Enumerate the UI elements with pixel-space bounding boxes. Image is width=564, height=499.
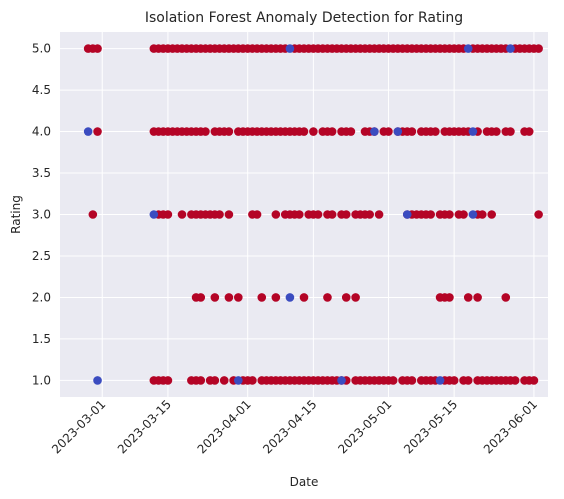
anomaly-point: [285, 44, 295, 53]
normal-point: [463, 293, 473, 302]
normal-point: [93, 127, 102, 136]
normal-point: [295, 210, 304, 219]
normal-point: [248, 376, 257, 385]
normal-point: [374, 210, 384, 219]
y-tick-label: 4.5: [32, 83, 51, 97]
x-tick-label: 2023-03-15: [115, 397, 174, 456]
normal-point: [506, 127, 515, 136]
normal-point: [215, 210, 224, 219]
x-tick-label: 2023-05-01: [335, 397, 394, 456]
normal-point: [313, 210, 323, 219]
normal-point: [219, 376, 229, 385]
anomaly-point: [393, 127, 403, 136]
y-axis-label: Rating: [9, 195, 23, 234]
normal-point: [529, 376, 539, 385]
y-tick-label: 1.0: [32, 373, 51, 387]
y-tick-label: 2.5: [32, 249, 51, 263]
normal-point: [252, 210, 262, 219]
normal-point: [524, 127, 534, 136]
normal-point: [257, 293, 267, 302]
normal-point: [224, 127, 234, 136]
y-tick-label: 5.0: [32, 42, 51, 56]
anomaly-point: [468, 127, 478, 136]
normal-point: [449, 376, 459, 385]
normal-point: [201, 127, 210, 136]
normal-point: [445, 293, 454, 302]
normal-point: [487, 210, 496, 219]
anomaly-point: [285, 293, 295, 302]
chart-title: Isolation Forest Anomaly Detection for R…: [145, 10, 463, 26]
y-tick-label: 4.0: [32, 125, 51, 139]
anomaly-point: [149, 210, 159, 219]
x-axis-label: Date: [290, 475, 319, 489]
normal-point: [163, 210, 173, 219]
normal-point: [459, 210, 468, 219]
anomaly-point: [506, 44, 515, 53]
normal-point: [407, 127, 417, 136]
normal-point: [163, 376, 173, 385]
anomaly-point: [337, 376, 346, 385]
anomaly-point: [468, 210, 478, 219]
normal-point: [327, 127, 337, 136]
data-points: [83, 44, 543, 385]
normal-point: [534, 44, 543, 53]
normal-point: [88, 210, 98, 219]
normal-point: [196, 376, 206, 385]
normal-point: [501, 293, 511, 302]
normal-point: [323, 293, 332, 302]
normal-point: [407, 376, 417, 385]
x-tick-label: 2023-06-01: [481, 397, 540, 456]
anomaly-point: [402, 210, 412, 219]
normal-point: [341, 293, 351, 302]
anomaly-point: [435, 376, 445, 385]
anomaly-point: [370, 127, 379, 136]
normal-point: [426, 210, 435, 219]
normal-point: [299, 127, 309, 136]
x-tick-label: 2023-03-01: [49, 397, 108, 456]
y-tick-label: 3.5: [32, 166, 51, 180]
anomaly-point: [234, 376, 243, 385]
normal-point: [196, 293, 206, 302]
normal-point: [365, 210, 374, 219]
anomaly-point: [93, 376, 102, 385]
y-tick-label: 1.5: [32, 332, 51, 346]
x-tick-label: 2023-05-15: [401, 397, 460, 456]
normal-point: [327, 210, 337, 219]
normal-point: [510, 376, 520, 385]
normal-point: [534, 210, 543, 219]
x-tick-label: 2023-04-01: [195, 397, 254, 456]
normal-point: [351, 293, 360, 302]
y-tick-label: 3.0: [32, 208, 51, 222]
normal-point: [93, 44, 102, 53]
normal-point: [346, 127, 356, 136]
normal-point: [177, 210, 187, 219]
anomaly-point: [463, 44, 473, 53]
normal-point: [388, 376, 398, 385]
normal-point: [309, 127, 318, 136]
normal-point: [463, 376, 473, 385]
normal-point: [210, 376, 220, 385]
normal-point: [210, 293, 220, 302]
normal-point: [431, 127, 440, 136]
normal-point: [224, 293, 234, 302]
anomaly-point: [83, 127, 93, 136]
normal-point: [341, 210, 351, 219]
y-tick-label: 2.0: [32, 290, 51, 304]
normal-point: [299, 293, 309, 302]
normal-point: [271, 210, 281, 219]
normal-point: [445, 210, 454, 219]
normal-point: [492, 127, 501, 136]
normal-point: [271, 293, 281, 302]
x-tick-label: 2023-04-15: [260, 397, 319, 456]
normal-point: [234, 293, 243, 302]
normal-point: [384, 127, 393, 136]
normal-point: [224, 210, 234, 219]
normal-point: [473, 293, 482, 302]
normal-point: [478, 210, 487, 219]
